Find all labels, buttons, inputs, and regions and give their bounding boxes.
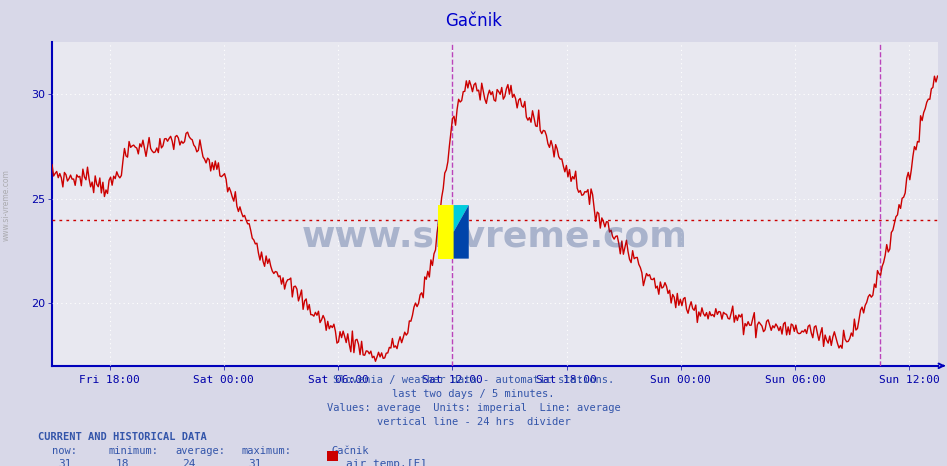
Text: Gačnik: Gačnik — [445, 12, 502, 30]
Text: Values: average  Units: imperial  Line: average: Values: average Units: imperial Line: av… — [327, 403, 620, 413]
Text: 31: 31 — [59, 459, 72, 466]
Text: www.si-vreme.com: www.si-vreme.com — [302, 219, 688, 253]
Text: www.si-vreme.com: www.si-vreme.com — [2, 169, 11, 241]
Polygon shape — [454, 205, 469, 232]
Text: maximum:: maximum: — [241, 446, 292, 456]
Text: minimum:: minimum: — [109, 446, 159, 456]
Polygon shape — [454, 205, 469, 259]
Text: 24: 24 — [182, 459, 195, 466]
Text: now:: now: — [52, 446, 77, 456]
Text: CURRENT AND HISTORICAL DATA: CURRENT AND HISTORICAL DATA — [38, 432, 206, 442]
Text: air temp.[F]: air temp.[F] — [346, 459, 427, 466]
Text: average:: average: — [175, 446, 225, 456]
Text: 18: 18 — [116, 459, 129, 466]
Text: vertical line - 24 hrs  divider: vertical line - 24 hrs divider — [377, 417, 570, 427]
Text: Slovenia / weather data - automatic stations.: Slovenia / weather data - automatic stat… — [333, 375, 614, 385]
Text: last two days / 5 minutes.: last two days / 5 minutes. — [392, 389, 555, 399]
Text: Gačnik: Gačnik — [331, 446, 369, 456]
Text: 31: 31 — [248, 459, 261, 466]
Polygon shape — [438, 205, 454, 259]
